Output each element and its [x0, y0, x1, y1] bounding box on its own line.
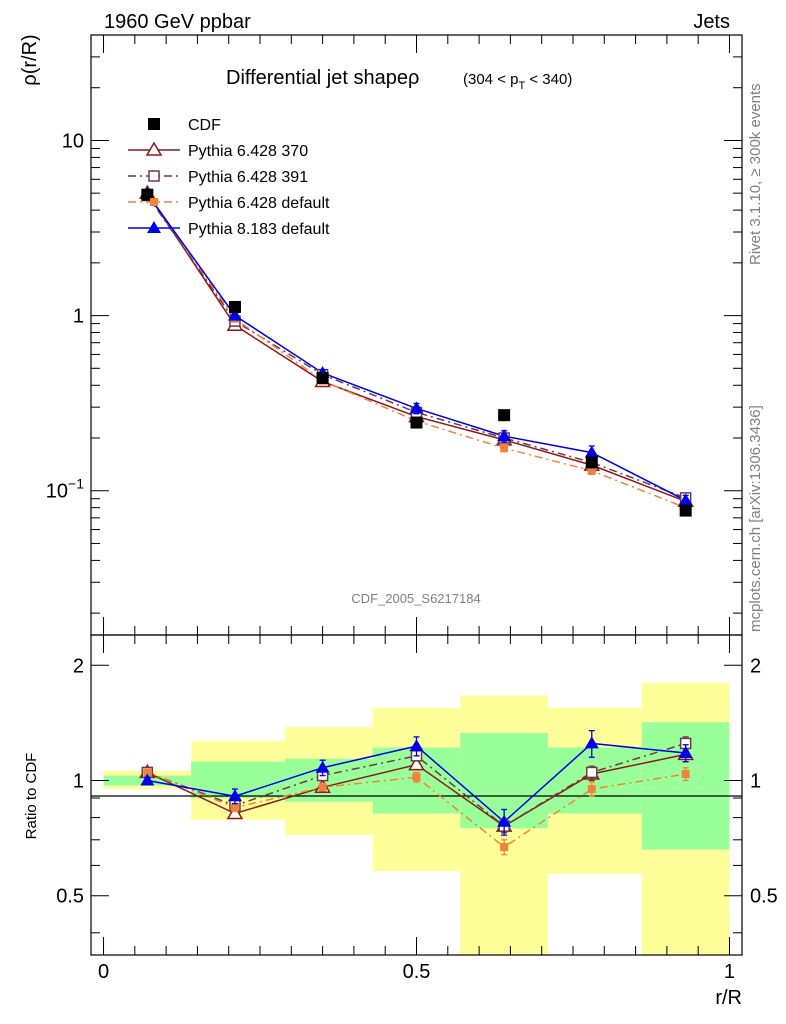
ratio-data-point [140, 773, 155, 786]
legend-label: Pythia 6.428 default [188, 195, 330, 212]
plot-title-range-end: < 340) [525, 71, 572, 88]
main-series-layer [139, 184, 694, 517]
main-y-axis-label: ρ(r/R) [19, 34, 41, 85]
main-panel: 10 1 10−1 Differential jet shapeρ (304 < p… [19, 34, 743, 636]
mcplots-source-label: mcplots.cern.ch [arXiv:1306.3436] [747, 405, 764, 632]
ratio-y-tick-label-right: 0.5 [750, 886, 778, 908]
ratio-y-axis-label: Ratio to CDF [23, 753, 40, 840]
main-data-point [498, 409, 511, 422]
main-data-point [228, 300, 241, 313]
ratio-data-point [586, 766, 598, 779]
plot-title-range-start: (304 < p [463, 71, 518, 88]
ratio-data-point [500, 843, 509, 852]
legend-label: Pythia 6.428 370 [188, 143, 308, 160]
main-data-point [410, 416, 423, 429]
ratio-data-point [409, 739, 424, 752]
legend-marker [150, 198, 158, 206]
main-data-point [141, 188, 154, 201]
main-data-point [678, 493, 693, 506]
ratio-data-point [497, 814, 512, 827]
legend-label: CDF [188, 117, 221, 134]
main-data-point [409, 401, 424, 414]
main-data-point [587, 466, 596, 475]
main-data-point [500, 444, 509, 453]
ratio-data-point [678, 746, 693, 759]
main-data-point [584, 445, 599, 458]
x-tick-label: 0 [98, 961, 109, 983]
main-y-tick-label: 1 [73, 306, 84, 328]
process-label: Jets [693, 11, 730, 33]
ratio-y-tick-label-left: 2 [73, 655, 84, 677]
legend: CDF Pythia 6.428 370 Pythia 6.428 391 Pythi… [128, 117, 330, 238]
ratio-data-point [587, 785, 596, 794]
legend-label: Pythia 8.183 default [188, 221, 330, 238]
legend-label: Pythia 6.428 391 [188, 169, 308, 186]
x-axis-label: r/R [715, 987, 742, 1009]
ratio-data-point [227, 789, 242, 802]
main-plot-frame [90, 34, 743, 636]
ratio-data-point [408, 756, 425, 771]
plot-title-range-sub: T [518, 80, 525, 92]
ratio-series-layer [139, 729, 694, 856]
rivet-version-label: Rivet 3.1.10, ≥ 300k events [747, 83, 764, 265]
main-data-point [497, 429, 512, 442]
main-y-tick-label: 10 [62, 130, 84, 152]
plot-title-range: (304 < pT < 340) [463, 71, 572, 92]
ratio-data-point [143, 768, 152, 777]
ratio-band-stat [547, 747, 642, 814]
legend-marker [148, 170, 160, 182]
ratio-data-point [318, 783, 327, 792]
x-tick-label: 1 [724, 961, 735, 983]
ratio-data-point [681, 769, 690, 778]
ratio-data-point [230, 803, 239, 812]
main-data-point [316, 372, 329, 385]
main-data-point [585, 456, 598, 469]
ratio-data-point [315, 760, 330, 773]
main-y-tick-label: 10−1 [46, 476, 84, 503]
ratio-y-tick-label-right: 2 [750, 655, 761, 677]
ratio-data-point [412, 773, 421, 782]
legend-marker [145, 141, 163, 156]
legend-marker [148, 118, 160, 130]
analysis-id: CDF_2005_S6217184 [351, 591, 480, 606]
x-tick-label: 0.5 [403, 961, 431, 983]
ratio-data-point [226, 805, 244, 820]
ratio-axis-ticks: 0.5 0.5 1 1 2 2 0 0.5 1 [56, 635, 778, 983]
legend-marker [147, 221, 161, 233]
ratio-data-point [584, 736, 599, 749]
main-axis-ticks: 10 1 10−1 [46, 34, 742, 635]
main-data-point [227, 308, 242, 321]
ratio-panel: 0.5 0.5 1 1 2 2 0 0.5 1 Ratio to CDF r/R [23, 634, 778, 1009]
ratio-band-stat [191, 761, 286, 799]
ratio-y-tick-label-right: 1 [750, 771, 761, 793]
ratio-uncertainty-bands [103, 682, 730, 955]
ratio-y-tick-label-left: 0.5 [56, 886, 84, 908]
beam-label: 1960 GeV ppbar [104, 11, 251, 33]
ratio-y-tick-label-left: 1 [73, 771, 84, 793]
plot-title: Differential jet shapeρ [226, 67, 419, 89]
main-data-point [679, 504, 692, 517]
